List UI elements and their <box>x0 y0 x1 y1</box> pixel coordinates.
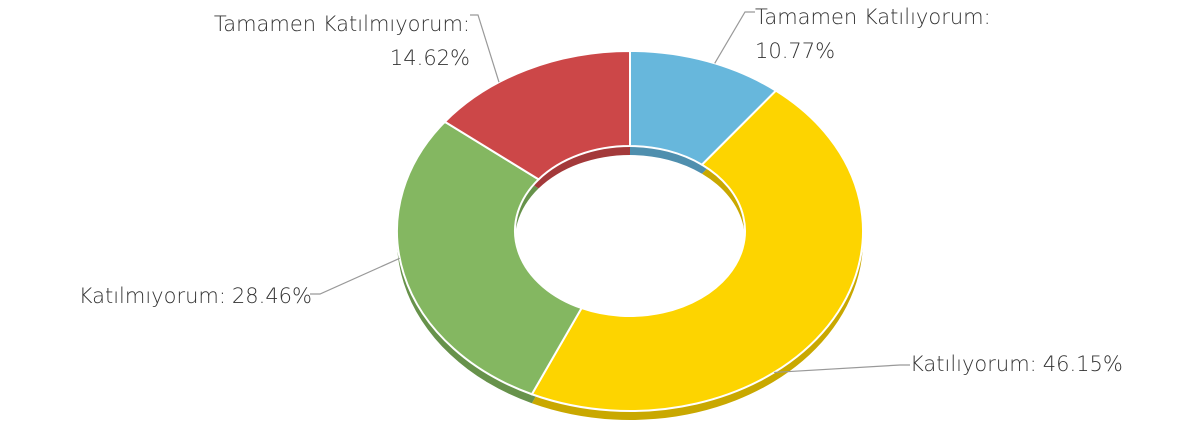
leader-line <box>774 364 910 374</box>
slice-label: Katılmıyorum: 28.46% <box>79 284 312 308</box>
value-label: 28.46% <box>232 284 312 308</box>
leader-line <box>310 257 400 295</box>
value-label: 14.62% <box>390 46 470 70</box>
slice <box>530 89 864 412</box>
value-label: 46.15% <box>1043 352 1123 376</box>
label-name: Tamamen Katılmıyorum: <box>214 12 470 36</box>
leader-line <box>470 14 500 83</box>
value-label: 10.77% <box>755 39 835 63</box>
slice-label: Katılıyorum: 46.15% <box>910 352 1123 376</box>
slice <box>443 49 631 181</box>
leader-line <box>714 11 755 64</box>
label-name: Tamamen Katılıyorum: <box>755 5 991 29</box>
label-name: Katılmıyorum: <box>79 284 226 308</box>
slice <box>396 120 584 396</box>
label-name: Katılıyorum: <box>910 352 1037 376</box>
